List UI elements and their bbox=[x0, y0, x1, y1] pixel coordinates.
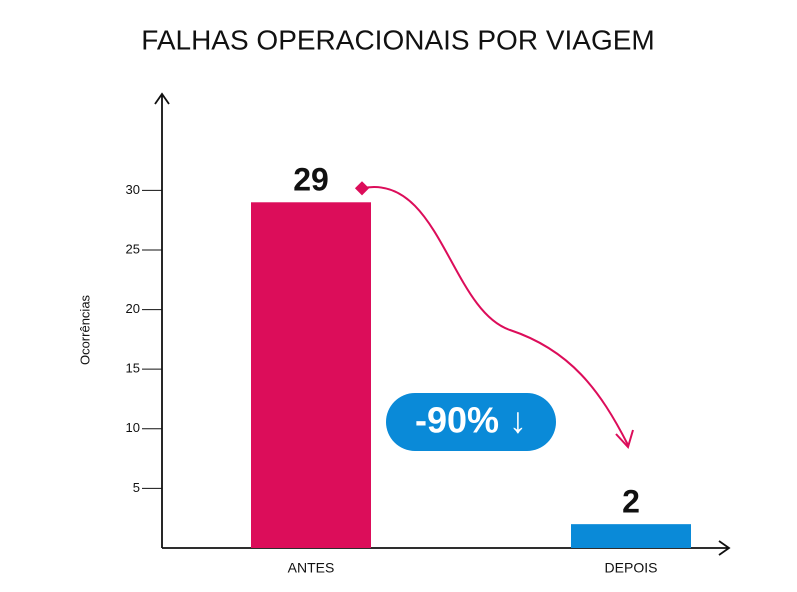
arrow-head bbox=[615, 429, 634, 449]
y-tick-label: 10 bbox=[126, 420, 140, 435]
y-tick-label: 30 bbox=[126, 182, 140, 197]
axes bbox=[154, 92, 731, 556]
data-label: 29 bbox=[293, 162, 329, 198]
annotation: -90% ↓ bbox=[415, 400, 527, 441]
bar bbox=[571, 524, 691, 548]
change-arrow bbox=[361, 186, 629, 446]
data-label: 2 bbox=[622, 484, 640, 520]
y-tick-label: 5 bbox=[133, 480, 140, 495]
y-tick-label: 25 bbox=[126, 241, 140, 256]
y-axis bbox=[154, 92, 170, 548]
diamond-marker bbox=[354, 181, 370, 196]
chart-title: FALHAS OPERACIONAIS POR VIAGEM bbox=[141, 24, 654, 55]
x-tick-label: DEPOIS bbox=[605, 560, 658, 576]
bar bbox=[251, 202, 371, 548]
annotation-pill bbox=[386, 393, 556, 451]
x-tick-label: ANTES bbox=[288, 560, 335, 576]
y-tick-label: 20 bbox=[126, 301, 140, 316]
y-tick-label: 15 bbox=[126, 361, 140, 376]
y-axis-label: Ocorrências bbox=[77, 294, 92, 365]
